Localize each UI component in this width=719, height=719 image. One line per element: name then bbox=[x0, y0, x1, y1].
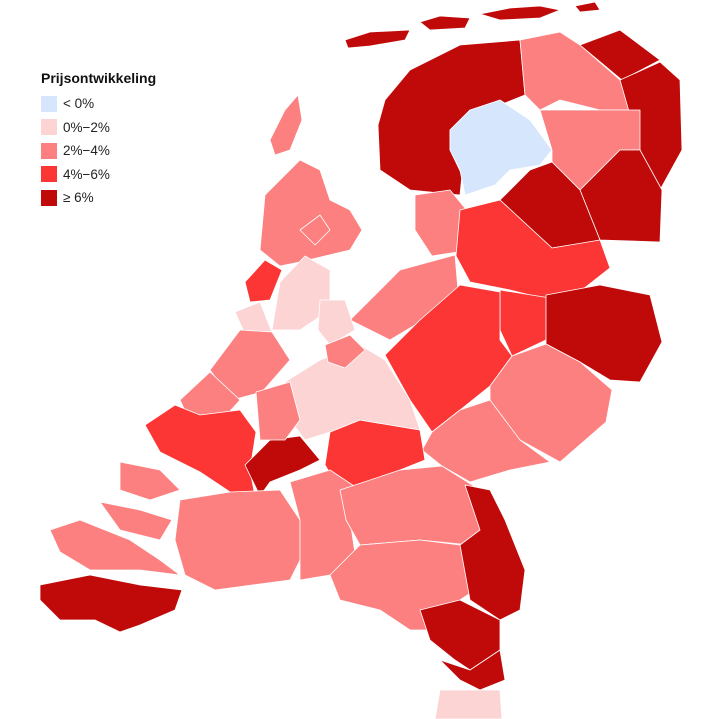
map-region bbox=[317, 299, 356, 346]
legend-swatch bbox=[41, 95, 57, 112]
legend-label: < 0% bbox=[63, 96, 95, 112]
map-region bbox=[255, 381, 301, 441]
map-region bbox=[324, 334, 366, 369]
legend-item-2-4: 2%−4% bbox=[41, 139, 156, 163]
legend-item-6-plus: ≥ 6% bbox=[41, 186, 156, 210]
map-region bbox=[99, 501, 173, 541]
map-region bbox=[49, 519, 181, 576]
legend-item-4-6: 4%−6% bbox=[41, 163, 156, 187]
legend: Prijsontwikkeling < 0% 0%−2% 2%−4% 4%−6%… bbox=[41, 70, 156, 210]
legend-item-0-2: 0%−2% bbox=[41, 116, 156, 140]
map-region bbox=[449, 99, 553, 196]
legend-swatch bbox=[41, 189, 57, 206]
legend-title: Prijsontwikkeling bbox=[41, 70, 157, 86]
legend-label: 2%−4% bbox=[63, 143, 110, 159]
map-region bbox=[419, 15, 471, 31]
map-region bbox=[439, 649, 506, 691]
legend-swatch bbox=[41, 119, 57, 136]
legend-label: 0%−2% bbox=[63, 119, 110, 135]
legend-label: 4%−6% bbox=[63, 166, 110, 182]
map-region bbox=[579, 29, 661, 81]
legend-item-negative: < 0% bbox=[41, 92, 156, 116]
map-region bbox=[39, 574, 183, 633]
map-region bbox=[479, 5, 561, 21]
map-region bbox=[574, 1, 601, 13]
map-region bbox=[421, 399, 551, 483]
map-region bbox=[434, 689, 503, 719]
legend-swatch bbox=[41, 166, 57, 183]
map-region bbox=[119, 461, 181, 501]
map-region bbox=[244, 259, 283, 303]
map-region bbox=[344, 29, 411, 49]
map-region bbox=[259, 159, 363, 267]
map-region bbox=[269, 94, 303, 156]
map-region bbox=[459, 484, 526, 621]
legend-swatch bbox=[41, 142, 57, 159]
map-region bbox=[299, 214, 331, 246]
map-region bbox=[174, 489, 301, 591]
legend-label: ≥ 6% bbox=[63, 190, 94, 206]
